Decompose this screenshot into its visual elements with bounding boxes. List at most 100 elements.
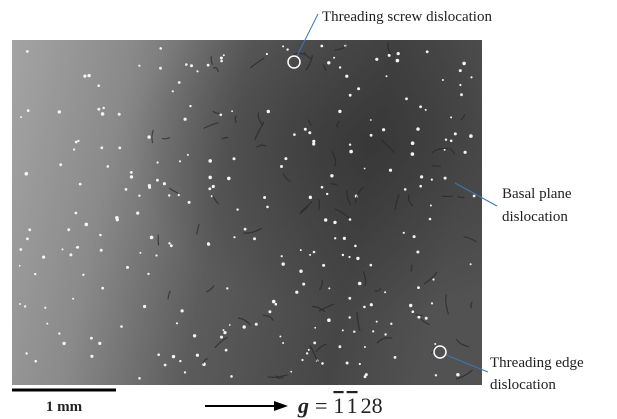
g-part: 1 bbox=[347, 393, 358, 418]
dot bbox=[190, 64, 193, 67]
dot bbox=[42, 256, 45, 259]
dot bbox=[370, 119, 372, 121]
dot bbox=[425, 317, 428, 320]
dot bbox=[302, 283, 305, 286]
dot bbox=[25, 352, 27, 354]
dot bbox=[76, 247, 78, 249]
dot bbox=[223, 331, 226, 334]
dot bbox=[85, 223, 89, 227]
dot bbox=[321, 362, 324, 365]
dot bbox=[170, 244, 173, 247]
dot bbox=[25, 172, 29, 176]
dot bbox=[178, 194, 180, 196]
dot bbox=[394, 356, 397, 359]
dot bbox=[220, 60, 223, 63]
dot bbox=[163, 182, 166, 185]
dot bbox=[83, 75, 86, 78]
dot bbox=[28, 228, 31, 231]
dot bbox=[101, 287, 104, 290]
dot bbox=[164, 364, 167, 367]
dot bbox=[473, 195, 476, 198]
dot bbox=[97, 108, 100, 111]
dot bbox=[266, 53, 268, 55]
dot bbox=[130, 175, 133, 178]
dot bbox=[193, 334, 196, 337]
dot bbox=[126, 266, 129, 269]
dot bbox=[99, 234, 102, 237]
dot bbox=[181, 309, 184, 312]
dot bbox=[196, 354, 199, 357]
dot bbox=[358, 282, 362, 286]
g-vector: g=1128 bbox=[297, 393, 383, 418]
dot bbox=[147, 273, 149, 275]
dot bbox=[244, 228, 247, 231]
dot bbox=[430, 205, 432, 207]
dot bbox=[207, 64, 210, 67]
dot bbox=[62, 248, 64, 250]
dot bbox=[138, 195, 140, 197]
dot bbox=[263, 196, 266, 199]
dot bbox=[312, 142, 315, 145]
dot bbox=[176, 322, 178, 324]
dot bbox=[322, 264, 325, 267]
dot bbox=[348, 297, 351, 300]
dot bbox=[103, 107, 105, 109]
dot bbox=[342, 329, 344, 331]
dot bbox=[308, 131, 311, 134]
dot bbox=[282, 262, 285, 265]
dot bbox=[75, 141, 78, 144]
dot bbox=[365, 373, 368, 376]
dot bbox=[243, 325, 246, 328]
dot bbox=[208, 176, 212, 180]
dot bbox=[118, 113, 121, 116]
dot bbox=[184, 371, 186, 373]
dot bbox=[356, 257, 359, 260]
dot bbox=[326, 193, 328, 195]
dot bbox=[353, 331, 355, 333]
dot bbox=[77, 140, 79, 142]
dot bbox=[357, 87, 360, 90]
dot bbox=[34, 273, 36, 275]
label: dislocation bbox=[490, 377, 556, 393]
dot bbox=[159, 47, 162, 50]
label: Threading edge bbox=[490, 355, 584, 371]
dot bbox=[386, 75, 388, 77]
dot bbox=[226, 287, 228, 289]
dot bbox=[313, 342, 316, 345]
dot bbox=[320, 45, 323, 48]
dot bbox=[172, 90, 174, 92]
dot bbox=[338, 110, 341, 113]
dot bbox=[413, 235, 416, 238]
dot bbox=[24, 305, 26, 307]
dot bbox=[227, 177, 231, 181]
dot bbox=[189, 105, 191, 107]
dot bbox=[375, 58, 378, 61]
dot bbox=[349, 218, 352, 221]
dot bbox=[72, 298, 74, 300]
dot bbox=[450, 140, 453, 143]
dot bbox=[327, 318, 331, 322]
dot bbox=[168, 242, 170, 244]
dot bbox=[459, 84, 461, 86]
dot bbox=[301, 359, 303, 361]
dot bbox=[130, 171, 133, 174]
dot bbox=[376, 321, 378, 323]
dot bbox=[411, 152, 415, 156]
dot bbox=[425, 109, 427, 111]
dot bbox=[150, 236, 154, 240]
dot bbox=[223, 329, 225, 331]
dot bbox=[370, 303, 373, 306]
dot bbox=[349, 316, 351, 318]
dot bbox=[90, 355, 93, 358]
dot bbox=[364, 168, 366, 170]
dot bbox=[314, 327, 316, 329]
dot bbox=[223, 54, 225, 56]
dot bbox=[431, 302, 433, 304]
dot bbox=[404, 188, 407, 191]
dot bbox=[364, 346, 366, 348]
dot bbox=[412, 310, 415, 313]
dot bbox=[333, 221, 336, 224]
dot bbox=[354, 245, 357, 248]
figure: Threading screw dislocation Basal plane … bbox=[0, 0, 617, 419]
dot bbox=[187, 154, 189, 156]
